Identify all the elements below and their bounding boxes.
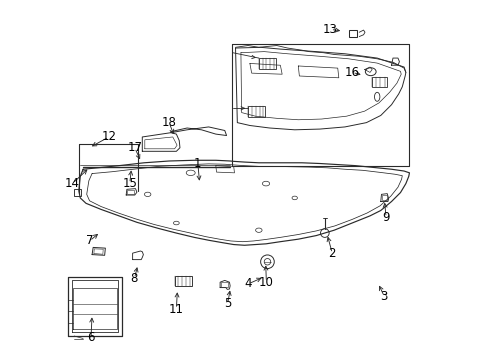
Text: 15: 15: [122, 177, 137, 190]
Text: 12: 12: [101, 130, 116, 144]
Text: 1: 1: [194, 157, 201, 170]
Text: 11: 11: [168, 303, 183, 316]
Text: 4: 4: [244, 278, 251, 291]
Text: 9: 9: [382, 211, 389, 224]
Bar: [174, 276, 191, 286]
Text: 18: 18: [162, 116, 176, 129]
Text: 10: 10: [259, 276, 273, 289]
Text: 17: 17: [127, 141, 142, 154]
Text: 16: 16: [344, 66, 359, 79]
Text: 3: 3: [380, 290, 387, 303]
Bar: [371, 77, 386, 87]
Bar: [127, 190, 133, 194]
Bar: [348, 30, 356, 37]
Text: 13: 13: [323, 23, 337, 36]
Text: 2: 2: [328, 247, 335, 260]
Text: 5: 5: [224, 297, 231, 310]
Text: 8: 8: [130, 272, 138, 285]
Text: 14: 14: [65, 177, 80, 190]
Bar: [247, 107, 265, 117]
Text: 7: 7: [86, 234, 93, 247]
Text: 6: 6: [87, 331, 95, 344]
Bar: [258, 58, 276, 69]
Bar: [74, 189, 81, 196]
Bar: [381, 195, 386, 201]
Bar: [221, 282, 228, 287]
